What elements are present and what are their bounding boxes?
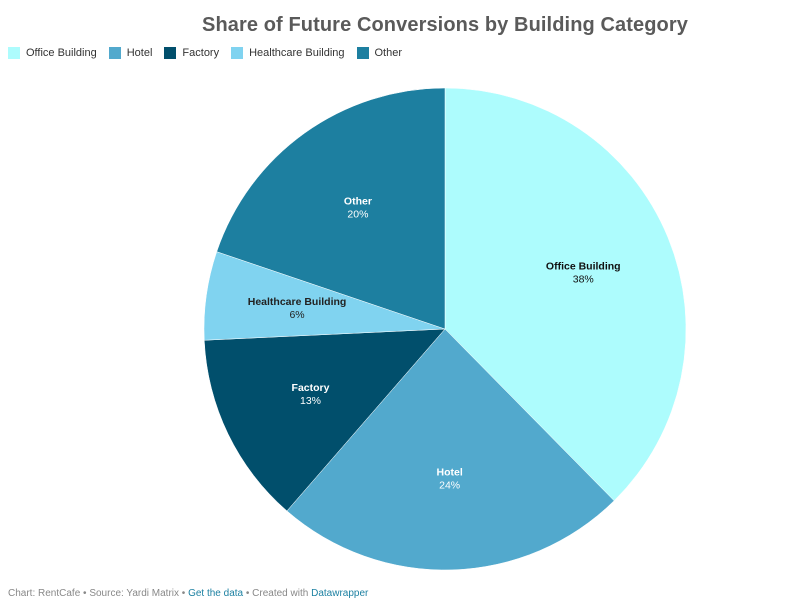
chart-title: Share of Future Conversions by Building …	[202, 14, 688, 36]
legend-item-hotel: Hotel	[108, 47, 153, 59]
slice-label-hotel: Hotel	[437, 466, 463, 478]
legend-item-factory: Factory	[164, 47, 219, 59]
legend: Office Building Hotel Factory Healthcare…	[8, 47, 414, 59]
get-the-data-link[interactable]: Get the data	[188, 588, 244, 599]
legend-item-healthcare-building: Healthcare Building	[231, 47, 345, 59]
pie-slice-hotel	[286, 328, 615, 571]
slice-label-factory: Factory	[292, 382, 330, 394]
legend-swatch-factory	[164, 47, 177, 59]
footer-source: Source: Yardi Matrix	[89, 588, 179, 599]
slice-value-hotel: 24%	[439, 479, 460, 491]
legend-swatch-other	[356, 47, 369, 59]
slice-value-other: 20%	[347, 209, 368, 221]
pie-slice-factory	[204, 328, 446, 512]
legend-item-office-building: Office Building	[8, 47, 97, 59]
slice-label-office-building: Office Building	[546, 260, 621, 272]
legend-label-factory: Factory	[182, 47, 220, 59]
slice-value-office-building: 38%	[573, 273, 594, 285]
pie-slice-office-building	[444, 87, 687, 502]
footer-separator: •	[179, 588, 189, 599]
datawrapper-link[interactable]: Datawrapper	[311, 588, 369, 599]
footer-created-with: Created with	[252, 588, 312, 599]
slice-label-healthcare-building: Healthcare Building	[248, 296, 347, 308]
legend-swatch-hotel	[108, 47, 121, 59]
chart-footer: Chart: RentCafe • Source: Yardi Matrix •…	[8, 588, 368, 599]
footer-separator: •	[243, 588, 253, 599]
legend-label-hotel: Hotel	[126, 47, 153, 59]
legend-swatch-office-building	[8, 47, 20, 59]
footer-chart-credit: Chart: RentCafe	[8, 588, 81, 599]
pie-slice-other	[216, 87, 446, 330]
legend-label-other: Other	[374, 47, 403, 59]
footer-separator: •	[80, 588, 90, 599]
slice-value-healthcare-building: 6%	[289, 309, 304, 321]
legend-label-healthcare-building: Healthcare Building	[249, 47, 345, 59]
legend-swatch-healthcare-building	[231, 47, 244, 59]
slice-value-factory: 13%	[300, 395, 321, 407]
legend-item-other: Other	[356, 47, 403, 59]
slice-label-other: Other	[344, 196, 372, 208]
legend-label-office-building: Office Building	[26, 47, 97, 59]
